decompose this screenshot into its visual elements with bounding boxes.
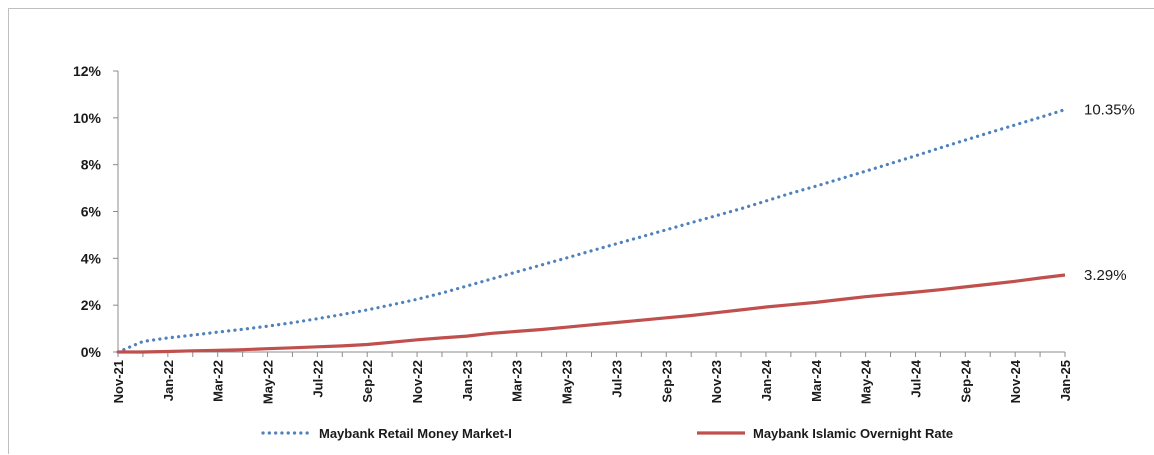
chart-axes: 0% 2% 4% 6% 8% 10% 12% Nov-21 Jan-22 Mar-22 May-22…	[73, 63, 1073, 404]
x-tick-label: Mar-24	[809, 359, 824, 402]
y-tick-label: 8%	[81, 157, 102, 173]
series-layer	[116, 107, 1067, 354]
legend-label: Maybank Islamic Overnight Rate	[753, 426, 953, 441]
x-tick-label: Sep-22	[360, 360, 375, 403]
x-tick-label: Jul-22	[310, 360, 325, 398]
x-tick-label: May-24	[859, 359, 874, 404]
end-labels: 10.35% 3.29%	[1084, 102, 1135, 284]
series-end-label: 3.29%	[1084, 267, 1127, 284]
series-line-retail-money-market	[116, 107, 1067, 354]
x-tick-label: May-22	[261, 360, 276, 404]
chart-legend: Maybank Retail Money Market-I Maybank Isl…	[261, 426, 953, 441]
x-tick-label: Nov-21	[111, 360, 126, 403]
legend-label: Maybank Retail Money Market-I	[319, 426, 512, 441]
x-tick-label: Nov-22	[410, 360, 425, 403]
x-tick-label: Sep-24	[958, 359, 973, 402]
y-tick-label: 2%	[81, 297, 102, 313]
x-tick-label: Mar-22	[211, 360, 226, 402]
x-tick-label: Jan-22	[161, 360, 176, 401]
x-tick-label: Jan-25	[1058, 360, 1073, 401]
x-tick-label: Jul-24	[908, 359, 923, 397]
line-chart: 0% 2% 4% 6% 8% 10% 12% Nov-21 Jan-22 Mar-22 May-22…	[73, 63, 1135, 441]
series-line-overnight-rate	[118, 273, 1066, 354]
y-tick-label: 4%	[81, 250, 102, 266]
y-tick-label: 12%	[73, 63, 102, 79]
x-tick-label: Jan-24	[759, 359, 774, 401]
y-tick-label: 6%	[81, 204, 102, 220]
y-tick-label: 0%	[81, 344, 102, 360]
x-tick-label: Mar-23	[510, 360, 525, 402]
series-end-label: 10.35%	[1084, 102, 1135, 119]
x-tick-label: Jan-23	[460, 360, 475, 401]
x-tick-label: May-23	[560, 360, 575, 404]
x-tick-label: Jul-23	[609, 360, 624, 398]
x-tick-label: Nov-23	[709, 360, 724, 403]
y-tick-label: 10%	[73, 110, 102, 126]
x-tick-label: Sep-23	[659, 360, 674, 403]
legend-item-overnight-rate: Maybank Islamic Overnight Rate	[697, 426, 953, 441]
legend-item-retail-money-market: Maybank Retail Money Market-I	[261, 426, 512, 441]
chart-frame: 0% 2% 4% 6% 8% 10% 12% Nov-21 Jan-22 Mar-22 May-22…	[8, 8, 1154, 454]
x-tick-label: Nov-24	[1008, 359, 1023, 403]
